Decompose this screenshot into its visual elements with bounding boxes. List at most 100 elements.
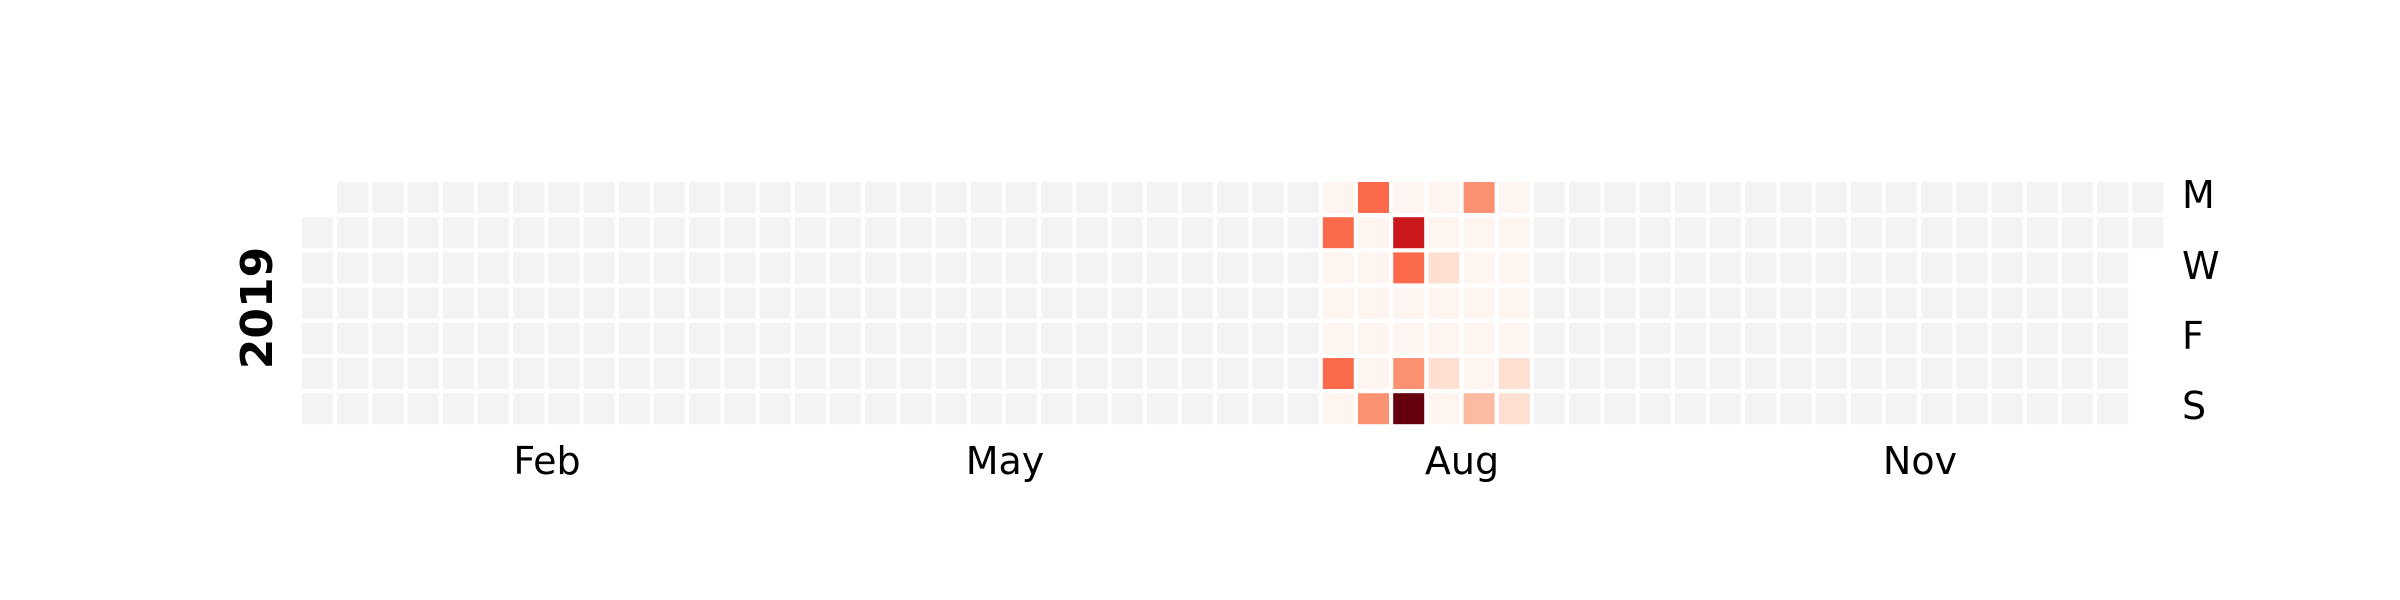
day-cell-2019-10-26 <box>1780 358 1812 389</box>
day-cell-2019-12-17 <box>2062 217 2093 249</box>
day-cell-2019-09-13 <box>1569 322 1601 354</box>
day-cell-2019-04-15 <box>830 182 861 213</box>
day-cell-2019-03-08 <box>618 322 650 354</box>
day-cell-2019-07-05 <box>1217 322 1249 354</box>
day-cell-2019-05-11 <box>935 358 967 389</box>
day-cell-2019-07-07 <box>1217 393 1249 425</box>
day-cell-2019-04-20 <box>830 358 861 389</box>
day-cell-2019-12-03 <box>1991 217 2023 249</box>
day-cell-2019-03-18 <box>689 182 721 213</box>
day-cell-2019-10-29 <box>1815 217 1847 249</box>
month-label-aug: Aug <box>1425 439 1499 483</box>
day-cell-2019-08-20 <box>1463 217 1495 249</box>
day-cell-2019-01-07 <box>337 182 369 213</box>
day-cell-2019-09-30 <box>1674 182 1706 213</box>
day-cell-2019-01-15 <box>372 217 404 249</box>
weekday-label-f: F <box>2182 314 2204 358</box>
day-cell-2019-01-18 <box>372 322 404 354</box>
day-cell-2019-11-24 <box>1921 393 1953 425</box>
day-cell-2019-12-06 <box>1991 322 2023 354</box>
day-cell-2019-11-19 <box>1921 217 1953 249</box>
day-cell-2019-12-27 <box>2097 322 2129 354</box>
day-cell-2019-09-26 <box>1639 287 1671 319</box>
day-cell-2019-04-07 <box>759 393 791 425</box>
day-cell-2019-12-14 <box>2026 358 2058 389</box>
day-cell-2019-06-28 <box>1182 322 1213 354</box>
day-cell-2019-08-05 <box>1393 182 1425 213</box>
day-cell-2019-04-09 <box>794 217 826 249</box>
day-cell-2019-08-06 <box>1393 217 1425 249</box>
day-cell-2019-07-26 <box>1322 322 1354 354</box>
day-cell-2019-05-02 <box>900 287 932 319</box>
day-cell-2019-10-24 <box>1780 287 1812 319</box>
day-cell-2019-05-09 <box>935 287 967 319</box>
day-cell-2019-06-29 <box>1182 358 1213 389</box>
day-cell-2019-03-30 <box>724 358 756 389</box>
day-cell-2019-10-08 <box>1710 217 1741 249</box>
day-cell-2019-05-22 <box>1006 252 1037 284</box>
day-cell-2019-12-07 <box>1991 358 2023 389</box>
day-cell-2019-06-30 <box>1182 393 1213 425</box>
day-cell-2019-01-21 <box>407 182 439 213</box>
day-cell-2019-11-20 <box>1921 252 1953 284</box>
day-cell-2019-06-06 <box>1076 287 1108 319</box>
day-cell-2019-05-16 <box>970 287 1002 319</box>
day-cell-2019-07-28 <box>1322 393 1354 425</box>
day-cell-2019-09-01 <box>1498 393 1530 425</box>
day-cell-2019-06-24 <box>1182 182 1213 213</box>
day-cell-2019-05-25 <box>1006 358 1037 389</box>
day-cell-2019-07-29 <box>1358 182 1389 213</box>
day-cell-2019-01-14 <box>372 182 404 213</box>
day-cell-2019-03-14 <box>654 287 685 319</box>
day-cell-2019-01-11 <box>337 322 369 354</box>
day-cell-2019-03-09 <box>618 358 650 389</box>
day-cell-2019-11-18 <box>1921 182 1953 213</box>
day-cell-2019-03-17 <box>654 393 685 425</box>
day-cell-2019-07-02 <box>1217 217 1249 249</box>
day-cell-2019-06-01 <box>1041 358 1073 389</box>
day-cell-2019-11-13 <box>1886 252 1917 284</box>
day-cell-2019-03-23 <box>689 358 721 389</box>
day-cell-2019-11-28 <box>1956 287 1988 319</box>
day-cell-2019-12-08 <box>1991 393 2023 425</box>
day-cell-2019-06-05 <box>1076 252 1108 284</box>
day-cell-2019-02-16 <box>513 358 545 389</box>
day-cell-2019-04-21 <box>830 393 861 425</box>
month-label-may: May <box>966 439 1045 483</box>
day-cell-2019-05-21 <box>1006 217 1037 249</box>
day-cell-2019-07-23 <box>1322 217 1354 249</box>
day-cell-2019-11-08 <box>1850 322 1882 354</box>
day-cell-2019-12-02 <box>1991 182 2023 213</box>
day-cell-2019-02-11 <box>513 182 545 213</box>
day-cell-2019-02-03 <box>442 393 474 425</box>
day-cell-2019-05-17 <box>970 322 1002 354</box>
day-cell-2019-12-19 <box>2062 287 2093 319</box>
day-cell-2019-05-01 <box>900 252 932 284</box>
day-cell-2019-10-31 <box>1815 287 1847 319</box>
day-cell-2019-05-13 <box>970 182 1002 213</box>
day-cell-2019-09-11 <box>1569 252 1601 284</box>
day-cell-2019-09-25 <box>1639 252 1671 284</box>
day-cell-2019-09-23 <box>1639 182 1671 213</box>
day-cell-2019-09-14 <box>1569 358 1601 389</box>
day-cell-2019-10-17 <box>1745 287 1777 319</box>
day-cell-2019-05-03 <box>900 322 932 354</box>
day-cell-2019-09-18 <box>1604 252 1636 284</box>
day-cell-2019-11-12 <box>1886 217 1917 249</box>
day-cell-2019-10-06 <box>1674 393 1706 425</box>
day-cell-2019-07-11 <box>1252 287 1284 319</box>
day-cell-2019-05-20 <box>1006 182 1037 213</box>
day-cell-2019-01-03 <box>302 287 333 319</box>
day-cell-2019-09-21 <box>1604 358 1636 389</box>
day-cell-2019-02-19 <box>548 217 580 249</box>
day-cell-2019-07-18 <box>1287 287 1319 319</box>
day-cell-2019-08-17 <box>1428 358 1460 389</box>
day-cell-2019-02-17 <box>513 393 545 425</box>
day-cell-2019-12-04 <box>1991 252 2023 284</box>
day-cell-2019-07-12 <box>1252 322 1284 354</box>
day-cell-2019-01-24 <box>407 287 439 319</box>
day-cell-2019-02-05 <box>478 217 509 249</box>
day-cell-2019-02-14 <box>513 287 545 319</box>
day-cell-2019-09-24 <box>1639 217 1671 249</box>
day-cell-2019-10-02 <box>1674 252 1706 284</box>
